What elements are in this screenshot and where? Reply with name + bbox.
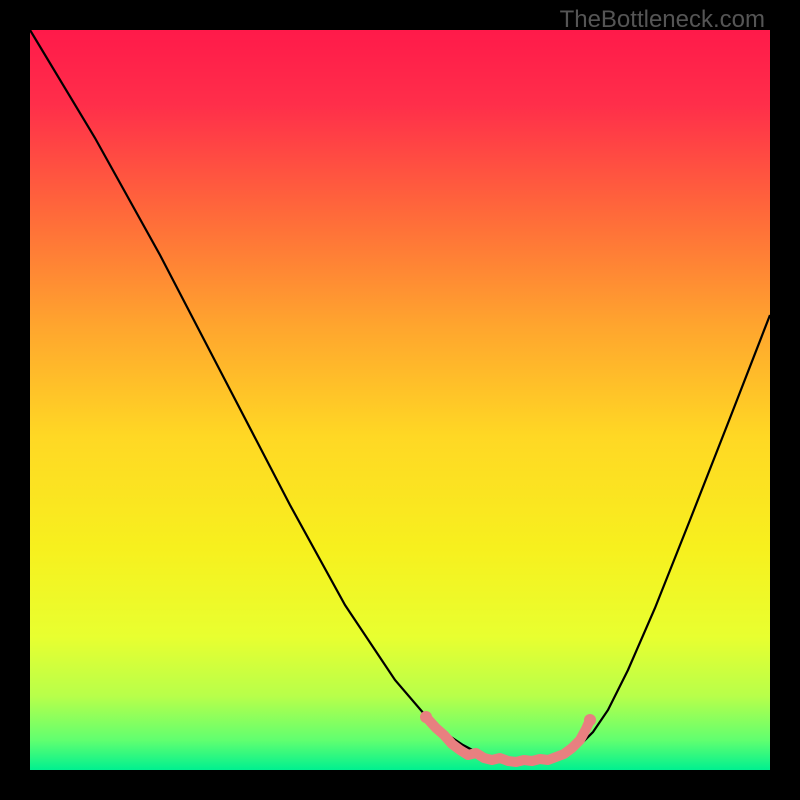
figure-container: TheBottleneck.com [0, 0, 800, 800]
bottleneck-valley-marker [426, 717, 590, 762]
watermark-text: TheBottleneck.com [560, 6, 765, 34]
bottleneck-curve [30, 30, 770, 762]
marker-endpoint-0 [420, 711, 432, 723]
marker-endpoint-1 [584, 714, 596, 726]
marker-group [420, 711, 596, 762]
curve-group [30, 30, 770, 762]
overlay-svg [0, 0, 800, 800]
